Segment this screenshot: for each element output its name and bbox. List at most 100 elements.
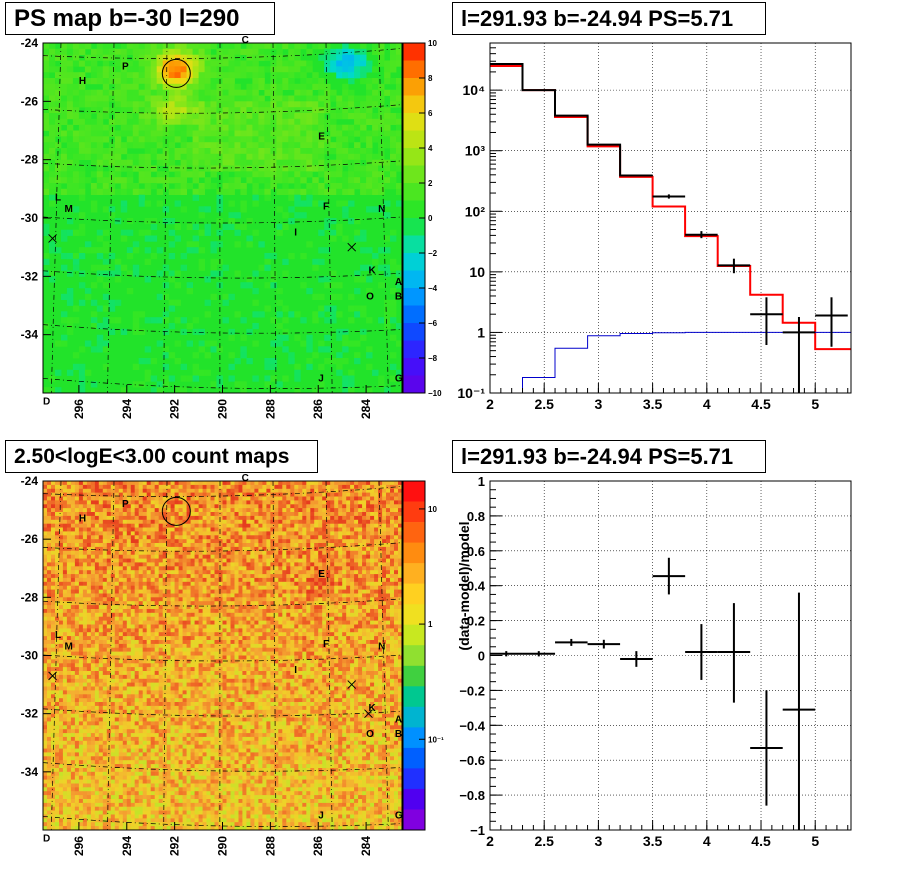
ps-map-panel: C P H E LM F N I K A O B J G D -24 -26 -28 -30 -32 -34 296 294… bbox=[21, 35, 403, 419]
y-tick-label: −0.2 bbox=[459, 683, 485, 698]
x-tick-label: 5 bbox=[811, 833, 819, 849]
y-tick-label: 0.6 bbox=[467, 544, 485, 559]
colorbar-tick-label: 2 bbox=[428, 179, 433, 188]
y-tick-label: 0.8 bbox=[467, 509, 485, 524]
colorbar-tick-label: 6 bbox=[428, 109, 433, 118]
y-tick-label: 10⁻¹ bbox=[457, 385, 485, 401]
x-tick-label: 4.5 bbox=[751, 833, 771, 849]
source-label-P: P bbox=[122, 61, 129, 72]
y-tick-label: -30 bbox=[21, 211, 39, 225]
x-tick-label: 2.5 bbox=[534, 833, 554, 849]
colorbar-tick-label: 10 bbox=[428, 505, 437, 514]
source-label-L: L bbox=[55, 193, 61, 204]
source-label-O: O bbox=[366, 729, 374, 740]
y-tick-label: 10⁴ bbox=[463, 82, 486, 98]
x-tick-label: 3.5 bbox=[643, 833, 663, 849]
x-tick-label: 292 bbox=[168, 836, 182, 856]
source-label-I: I bbox=[294, 228, 297, 239]
source-label-D: D bbox=[43, 397, 50, 408]
source-label-H: H bbox=[79, 76, 86, 87]
source-label-G: G bbox=[395, 373, 403, 384]
x-tick-label: 284 bbox=[359, 399, 373, 419]
y-tick-label: -26 bbox=[21, 532, 39, 546]
x-tick-label: 288 bbox=[263, 399, 277, 419]
colorbar-tick-label: −6 bbox=[428, 319, 438, 328]
x-tick-label: 3 bbox=[595, 833, 603, 849]
colorbar-tick-label: 10⁻¹ bbox=[428, 735, 444, 744]
colorbar-tick-label: −4 bbox=[428, 284, 438, 293]
y-tick-label: −0.6 bbox=[459, 753, 485, 768]
x-tick-label: 288 bbox=[263, 836, 277, 856]
spectrum-frame bbox=[489, 42, 852, 394]
source-label-A: A bbox=[395, 277, 402, 288]
colorbar-tick-label: −2 bbox=[428, 249, 438, 258]
y-tick-label: 1 bbox=[478, 474, 485, 489]
source-label-B: B bbox=[395, 292, 402, 303]
colorbar-tick-label: 8 bbox=[428, 74, 433, 83]
source-label-G: G bbox=[395, 810, 403, 821]
source-label-N: N bbox=[378, 642, 385, 653]
source-label-D: D bbox=[43, 834, 50, 845]
x-tick-label: 292 bbox=[168, 399, 182, 419]
x-tick-label: 4 bbox=[703, 396, 711, 412]
ps-colorbar: 10 8 6 4 2 0 −2 −4 −6 −8 −10 bbox=[402, 39, 442, 398]
source-label-P: P bbox=[122, 499, 129, 510]
source-label-K: K bbox=[368, 265, 376, 276]
source-cross-marker bbox=[347, 680, 357, 689]
source-cross-marker bbox=[347, 242, 357, 252]
y-tick-label: 10³ bbox=[465, 143, 486, 159]
residual-panel: 2 2.5 3 3.5 4 4.5 5 1 0.8 0.6 0.4 0.2 0 −0.2 −0.4 −0.6 −… bbox=[456, 474, 852, 849]
y-tick-label: -28 bbox=[21, 153, 39, 167]
source-label-E: E bbox=[318, 569, 325, 580]
colorbar-tick-label: 0 bbox=[428, 214, 433, 223]
y-tick-label: 0 bbox=[478, 649, 485, 664]
x-tick-label: 2 bbox=[486, 833, 494, 849]
x-tick-label: 4.5 bbox=[751, 396, 771, 412]
source-cross-marker bbox=[48, 671, 57, 681]
x-tick-label: 294 bbox=[120, 836, 134, 856]
source-label-J: J bbox=[318, 810, 324, 821]
y-tick-label: 0.2 bbox=[467, 614, 485, 629]
source-label-N: N bbox=[378, 204, 385, 215]
colorbar-frame bbox=[402, 480, 426, 831]
source-label-O: O bbox=[366, 292, 374, 303]
y-tick-label: -34 bbox=[21, 328, 39, 342]
x-tick-label: 3.5 bbox=[643, 396, 663, 412]
y-tick-label: −0.8 bbox=[459, 788, 485, 803]
y-tick-label: 10 bbox=[469, 264, 485, 280]
source-label-B: B bbox=[395, 729, 402, 740]
x-tick-label: 4 bbox=[703, 833, 711, 849]
x-tick-label: 294 bbox=[120, 399, 134, 419]
source-cross-marker bbox=[48, 234, 57, 243]
colorbar-tick-label: 4 bbox=[428, 144, 433, 153]
source-label-M: M bbox=[65, 642, 73, 653]
source-label-E: E bbox=[318, 131, 325, 142]
residual-title: l=291.93 b=-24.94 PS=5.71 bbox=[452, 440, 766, 473]
source-cross-marker bbox=[364, 709, 373, 719]
target-circle bbox=[161, 58, 191, 88]
spectrum-step-series bbox=[490, 63, 653, 177]
y-tick-label: -26 bbox=[21, 94, 39, 108]
source-label-K: K bbox=[368, 703, 376, 714]
spectrum-panel: 2 2.5 3 3.5 4 4.5 5 10⁻¹ 1 10 10² 10³ 10⁴ bbox=[457, 42, 852, 412]
source-label-F: F bbox=[323, 639, 329, 650]
source-label-F: F bbox=[323, 201, 329, 212]
x-tick-label: 2 bbox=[486, 396, 494, 412]
y-tick-label: -24 bbox=[21, 474, 39, 488]
ps-map-cells bbox=[43, 43, 402, 393]
source-label-H: H bbox=[79, 514, 86, 525]
y-tick-label: -32 bbox=[21, 707, 39, 721]
source-label-C: C bbox=[242, 35, 249, 46]
source-label-A: A bbox=[395, 714, 402, 725]
y-tick-label: -30 bbox=[21, 649, 39, 663]
spectrum-step-series bbox=[490, 331, 851, 393]
colorbar-tick-label: −8 bbox=[428, 354, 438, 363]
colorbar-tick-label: 1 bbox=[428, 620, 433, 629]
source-label-I: I bbox=[294, 665, 297, 676]
ps-map-title: PS map b=-30 l=290 bbox=[5, 2, 275, 35]
spectrum-plot bbox=[490, 63, 851, 393]
y-tick-label: −0.4 bbox=[459, 718, 485, 733]
residual-grid bbox=[489, 480, 851, 831]
spectrum-title: l=291.93 b=-24.94 PS=5.71 bbox=[452, 2, 766, 35]
